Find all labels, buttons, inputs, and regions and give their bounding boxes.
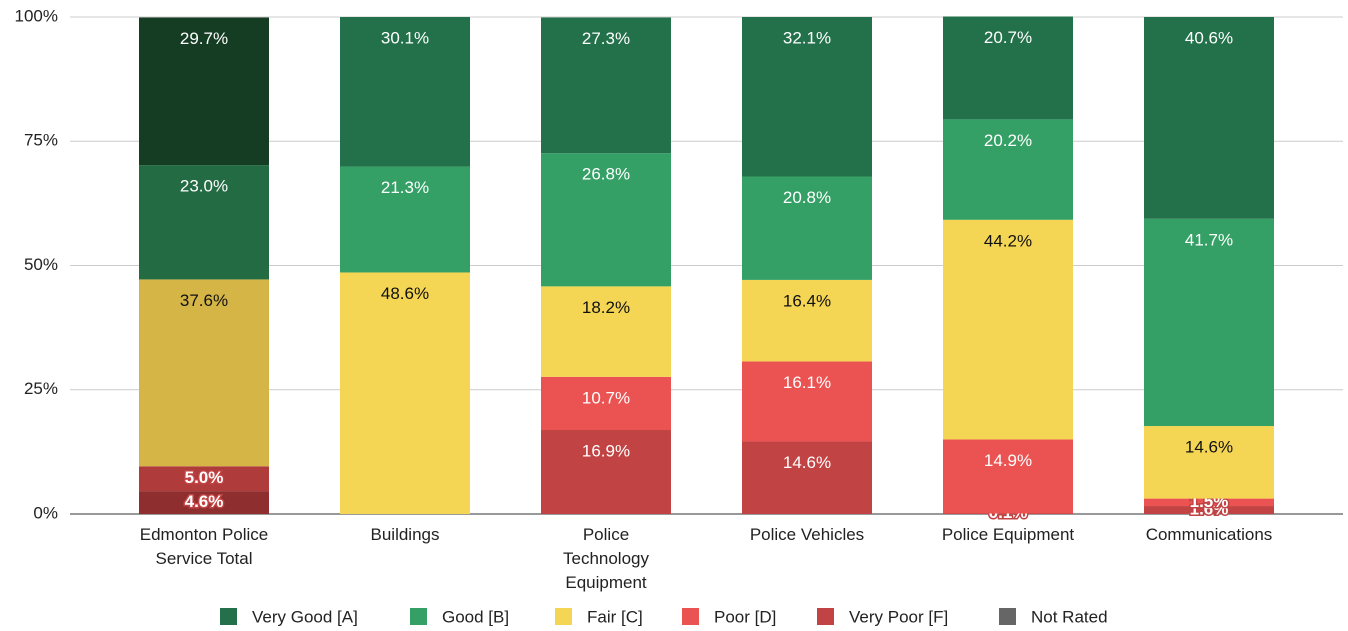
x-tick-label: Police Vehicles	[750, 525, 864, 544]
data-label: 23.0%	[180, 177, 228, 196]
bar-segment	[139, 466, 269, 492]
y-tick-label: 0%	[33, 503, 58, 522]
data-label: 44.2%	[984, 231, 1032, 250]
bar-segment	[1144, 426, 1274, 499]
data-label: 37.6%	[180, 291, 228, 310]
x-tick-label: Edmonton Police Service Total	[140, 525, 269, 568]
bar-segment	[1144, 218, 1274, 427]
bar-segment	[943, 119, 1073, 220]
bar-segment	[943, 439, 1073, 514]
bar-segment	[139, 17, 269, 166]
data-label: 14.6%	[783, 453, 831, 472]
bar-segment	[139, 491, 269, 514]
bar-segment	[742, 279, 872, 362]
data-label: 16.9%	[582, 441, 630, 460]
data-label: 5.0%	[185, 468, 224, 487]
x-tick-label: Police Technology Equipment	[563, 525, 650, 592]
data-label: 30.1%	[381, 28, 429, 47]
y-tick-label: 100%	[15, 6, 58, 25]
data-label: 16.1%	[783, 373, 831, 392]
bar-segment	[742, 441, 872, 514]
bar-segment	[340, 272, 470, 514]
bar-segment	[139, 279, 269, 467]
bar-segment	[943, 219, 1073, 440]
bar-segment	[943, 16, 1073, 120]
data-label: 20.8%	[783, 188, 831, 207]
bar-segment	[541, 430, 671, 514]
legend-swatch	[682, 608, 699, 625]
bar-segment	[742, 361, 872, 442]
legend-label: Fair [C]	[587, 607, 643, 626]
legend-swatch	[817, 608, 834, 625]
x-tick-label: Police Equipment	[942, 525, 1075, 544]
legend-swatch	[555, 608, 572, 625]
bar-segment	[742, 17, 872, 177]
data-label: 20.7%	[984, 28, 1032, 47]
bar-segment	[541, 153, 671, 287]
data-label: 14.6%	[1185, 438, 1233, 457]
legend-label: Not Rated	[1031, 607, 1108, 626]
data-label: 14.9%	[984, 451, 1032, 470]
bar-segment	[1144, 506, 1274, 514]
bar-segment	[541, 17, 671, 154]
legend-label: Very Good [A]	[252, 607, 358, 626]
bar-segment	[340, 17, 470, 167]
legend-label: Poor [D]	[714, 607, 776, 626]
legend-swatch	[410, 608, 427, 625]
data-label: 20.2%	[984, 131, 1032, 150]
bar-segment	[139, 165, 269, 280]
bar-segment	[1144, 498, 1274, 507]
bar-segment	[340, 166, 470, 273]
data-label: 4.6%	[185, 492, 224, 511]
x-tick-label: Buildings	[371, 525, 440, 544]
data-label: 21.3%	[381, 178, 429, 197]
bar-segment	[1144, 17, 1274, 219]
legend-swatch	[220, 608, 237, 625]
data-label: 29.7%	[180, 29, 228, 48]
legend-label: Good [B]	[442, 607, 509, 626]
data-label: 26.8%	[582, 165, 630, 184]
legend-swatch	[999, 608, 1016, 625]
y-tick-label: 50%	[24, 255, 58, 274]
bar-segment	[742, 176, 872, 280]
data-label: 18.2%	[582, 298, 630, 317]
data-label: 48.6%	[381, 284, 429, 303]
x-tick-label: Communications	[1146, 525, 1273, 544]
data-label: 27.3%	[582, 29, 630, 48]
y-tick-label: 25%	[24, 379, 58, 398]
data-label: 40.6%	[1185, 28, 1233, 47]
data-label: 41.7%	[1185, 230, 1233, 249]
bar-segment	[541, 286, 671, 377]
data-label: 16.4%	[783, 291, 831, 310]
data-label: 10.7%	[582, 388, 630, 407]
legend-label: Very Poor [F]	[849, 607, 948, 626]
data-label: 32.1%	[783, 28, 831, 47]
bar-segment	[541, 376, 671, 431]
y-tick-label: 75%	[24, 131, 58, 150]
